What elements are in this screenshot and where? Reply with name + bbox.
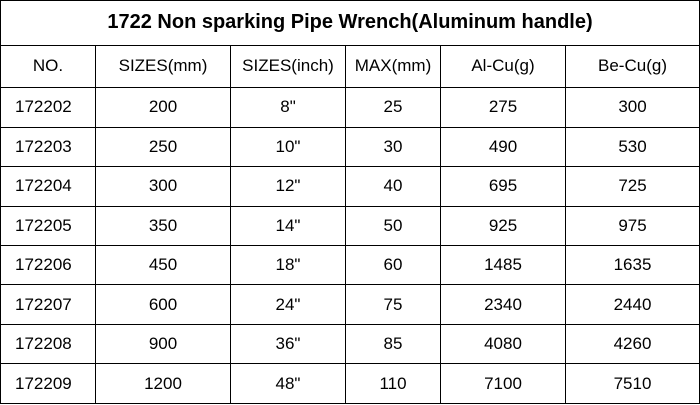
header-cell: MAX(mm): [345, 44, 441, 89]
data-cell: 275: [440, 87, 566, 128]
data-cell: 300: [95, 166, 231, 207]
data-cell: 50: [345, 205, 441, 247]
data-cell: 172202: [0, 87, 96, 128]
header-cell: NO.: [0, 44, 96, 89]
data-cell: 900: [95, 323, 231, 365]
data-cell: 60: [345, 244, 441, 286]
data-cell: 36": [230, 323, 346, 365]
data-cell: 200: [95, 87, 231, 128]
data-cell: 725: [565, 166, 700, 207]
data-cell: 530: [565, 126, 700, 168]
data-cell: 695: [440, 166, 566, 207]
data-row: 172208 900 36" 85 4080 4260: [0, 323, 700, 365]
data-cell: 7510: [565, 363, 700, 404]
table-title: 1722 Non sparking Pipe Wrench(Aluminum h…: [0, 0, 700, 46]
header-cell: SIZES(inch): [230, 44, 346, 89]
data-cell: 490: [440, 126, 566, 168]
data-cell: 7100: [440, 363, 566, 404]
data-row: 172202 200 8" 25 275 300: [0, 87, 700, 128]
data-cell: 8": [230, 87, 346, 128]
data-row: 172203 250 10" 30 490 530: [0, 126, 700, 168]
data-cell: 450: [95, 244, 231, 286]
data-cell: 24": [230, 284, 346, 325]
data-cell: 110: [345, 363, 441, 404]
data-cell: 85: [345, 323, 441, 365]
data-cell: 925: [440, 205, 566, 247]
data-cell: 172208: [0, 323, 96, 365]
data-cell: 1635: [565, 244, 700, 286]
data-cell: 172209: [0, 363, 96, 404]
data-cell: 172207: [0, 284, 96, 325]
data-cell: 600: [95, 284, 231, 325]
data-cell: 172203: [0, 126, 96, 168]
data-cell: 4260: [565, 323, 700, 365]
data-cell: 75: [345, 284, 441, 325]
data-cell: 14": [230, 205, 346, 247]
data-row: 172209 1200 48" 110 7100 7510: [0, 363, 700, 404]
data-cell: 172206: [0, 244, 96, 286]
header-row: NO. SIZES(mm) SIZES(inch) MAX(mm) Al-Cu(g) Be…: [0, 44, 700, 89]
data-row: 172204 300 12" 40 695 725: [0, 166, 700, 207]
data-row: 172207 600 24" 75 2340 2440: [0, 284, 700, 325]
header-cell: Be-Cu(g): [565, 44, 700, 89]
data-cell: 250: [95, 126, 231, 168]
data-cell: 12": [230, 166, 346, 207]
data-cell: 300: [565, 87, 700, 128]
data-cell: 350: [95, 205, 231, 247]
data-row: 172206 450 18" 60 1485 1635: [0, 244, 700, 286]
header-cell: Al-Cu(g): [440, 44, 566, 89]
data-cell: 25: [345, 87, 441, 128]
data-cell: 2340: [440, 284, 566, 325]
data-cell: 4080: [440, 323, 566, 365]
data-cell: 30: [345, 126, 441, 168]
data-cell: 10": [230, 126, 346, 168]
data-row: 172205 350 14" 50 925 975: [0, 205, 700, 247]
data-cell: 48": [230, 363, 346, 404]
data-cell: 1485: [440, 244, 566, 286]
data-cell: 172204: [0, 166, 96, 207]
data-cell: 2440: [565, 284, 700, 325]
data-cell: 18": [230, 244, 346, 286]
data-cell: 172205: [0, 205, 96, 247]
data-cell: 40: [345, 166, 441, 207]
data-cell: 975: [565, 205, 700, 247]
title-row: 1722 Non sparking Pipe Wrench(Aluminum h…: [0, 0, 700, 46]
data-cell: 1200: [95, 363, 231, 404]
header-cell: SIZES(mm): [95, 44, 231, 89]
